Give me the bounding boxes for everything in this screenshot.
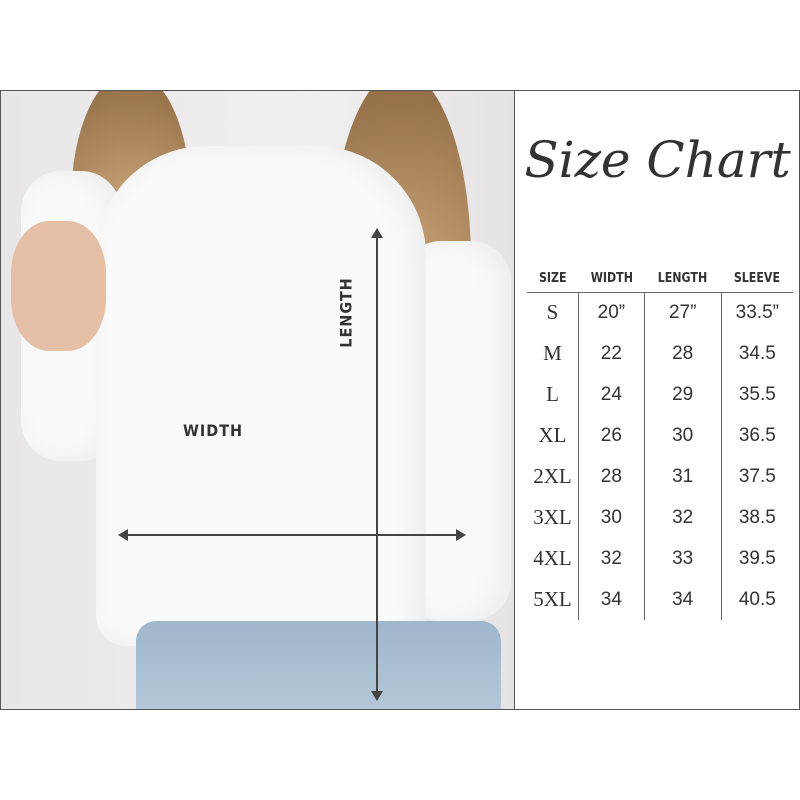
length-arrow: [376, 236, 378, 691]
table-cell: 30: [578, 497, 645, 538]
arrow-right-icon: [456, 529, 466, 541]
table-cell: XL: [538, 423, 567, 447]
size-chart-panel: Size Chart SIZE WIDTH LENGTH SLEEVE S 20” 27”…: [515, 90, 800, 710]
table-cell: 31: [643, 456, 722, 497]
table-cell: 22: [578, 333, 645, 374]
column-header: WIDTH: [583, 266, 640, 293]
table-cell: 39.5: [720, 538, 793, 579]
table-row: L 24 29 35.5: [527, 374, 793, 415]
table-cell: 40.5: [720, 579, 793, 620]
table-cell: 4XL: [533, 546, 572, 570]
table-cell: 26: [578, 415, 645, 456]
column-header: LENGTH: [649, 266, 716, 293]
table-cell: 24: [578, 374, 645, 415]
table-row: 3XL 30 32 38.5: [527, 497, 793, 538]
table-cell: 33: [643, 538, 722, 579]
table-cell: 30: [643, 415, 722, 456]
table-cell: 27”: [643, 292, 722, 333]
table-cell: 28: [578, 456, 645, 497]
table-row: M 22 28 34.5: [527, 333, 793, 374]
width-arrow: [126, 534, 456, 536]
table-row: 5XL 34 34 40.5: [527, 579, 793, 620]
table-cell: 32: [578, 538, 645, 579]
table-cell: 2XL: [533, 464, 572, 488]
table-cell: 38.5: [720, 497, 793, 538]
hand: [11, 221, 106, 351]
width-label: WIDTH: [183, 421, 244, 440]
size-table: SIZE WIDTH LENGTH SLEEVE S 20” 27” 33.5” M 22 28 3…: [527, 266, 793, 620]
length-label: LENGTH: [336, 277, 356, 348]
table-cell: S: [546, 300, 559, 325]
table-cell: 34: [643, 579, 722, 620]
table-cell: 35.5: [720, 374, 793, 415]
table-cell: 37.5: [720, 456, 793, 497]
arrow-up-icon: [371, 228, 383, 238]
table-cell: 32: [643, 497, 722, 538]
table-row: XL 26 30 36.5: [527, 415, 793, 456]
table-cell: 20”: [578, 292, 645, 333]
model-photo: LENGTH WIDTH: [0, 90, 515, 710]
table-row: 4XL 32 33 39.5: [527, 538, 793, 579]
table-cell: M: [543, 341, 562, 365]
table-row: S 20” 27” 33.5”: [527, 292, 793, 333]
column-header: SLEEVE: [726, 266, 788, 293]
arrow-down-icon: [371, 691, 383, 701]
size-chart-title: Size Chart: [524, 131, 791, 189]
column-header: SIZE: [530, 266, 575, 293]
table-cell: 3XL: [533, 505, 572, 529]
jeans: [136, 621, 501, 709]
table-cell: 29: [643, 374, 722, 415]
arrow-left-icon: [118, 529, 128, 541]
table-cell: L: [546, 382, 559, 406]
table-cell: 33.5”: [720, 292, 793, 333]
table-cell: 34.5: [720, 333, 793, 374]
table-cell: 28: [643, 333, 722, 374]
table-cell: 34: [578, 579, 645, 620]
table-cell: 5XL: [533, 587, 572, 611]
table-cell: 36.5: [720, 415, 793, 456]
table-row: 2XL 28 31 37.5: [527, 456, 793, 497]
